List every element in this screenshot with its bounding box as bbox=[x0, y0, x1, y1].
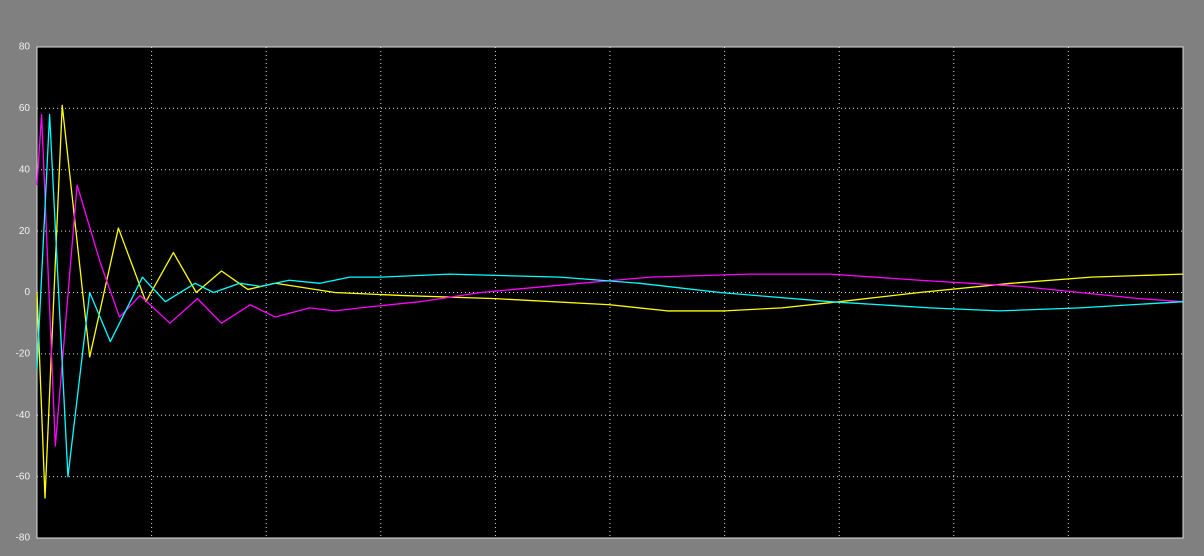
y-tick-label: 0 bbox=[24, 287, 30, 298]
y-tick-label: 40 bbox=[19, 164, 31, 175]
y-tick-label: -40 bbox=[16, 410, 31, 421]
y-tick-label: -60 bbox=[16, 471, 31, 482]
series-line bbox=[36, 113, 1184, 478]
y-tick-label: 60 bbox=[19, 103, 31, 114]
y-tick-label: 80 bbox=[19, 42, 31, 53]
series-line bbox=[36, 104, 1184, 499]
y-tick-label: 20 bbox=[19, 226, 31, 237]
series-line bbox=[36, 113, 1184, 447]
y-tick-label: -80 bbox=[16, 533, 31, 544]
y-tick-label: -20 bbox=[16, 349, 31, 360]
